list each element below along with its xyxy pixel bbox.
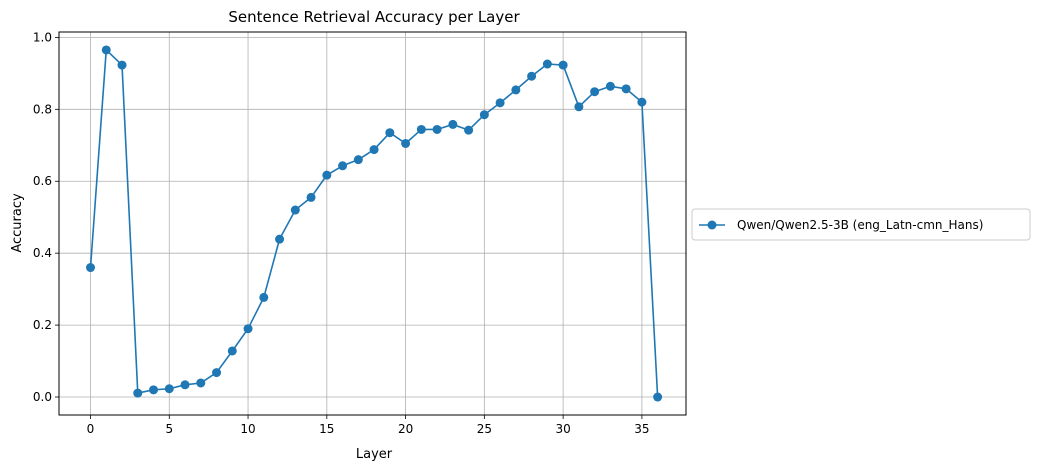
y-tick-label: 0.6 bbox=[33, 174, 52, 188]
data-point bbox=[322, 170, 332, 180]
data-point bbox=[653, 392, 663, 402]
data-point bbox=[558, 60, 568, 70]
legend-label: Qwen/Qwen2.5-3B (eng_Latn-cmn_Hans) bbox=[737, 218, 983, 232]
series-layer bbox=[86, 45, 663, 402]
data-point bbox=[133, 388, 143, 398]
x-tick-label: 15 bbox=[319, 422, 334, 436]
y-tick-label: 1.0 bbox=[33, 30, 52, 44]
data-point bbox=[511, 85, 521, 95]
data-point bbox=[164, 384, 174, 394]
data-point bbox=[243, 324, 253, 334]
y-tick-label: 0.2 bbox=[33, 318, 52, 332]
data-point bbox=[353, 155, 363, 165]
y-axis-ticks: 0.0 0.2 0.4 0.6 0.8 1.0 bbox=[33, 30, 59, 404]
data-point bbox=[479, 110, 489, 120]
x-tick-label: 35 bbox=[634, 422, 649, 436]
y-axis-label: Accuracy bbox=[10, 193, 25, 253]
data-point bbox=[196, 378, 206, 388]
data-point bbox=[212, 368, 222, 378]
data-point bbox=[101, 45, 111, 55]
x-axis-label: Layer bbox=[356, 447, 393, 462]
data-point bbox=[527, 71, 537, 81]
data-point bbox=[86, 263, 96, 273]
plot-frame bbox=[58, 31, 687, 416]
data-point bbox=[385, 128, 395, 138]
x-tick-label: 25 bbox=[477, 422, 492, 436]
x-tick-label: 5 bbox=[165, 422, 173, 436]
data-point bbox=[180, 380, 190, 390]
data-point bbox=[401, 138, 411, 148]
y-tick-label: 0.8 bbox=[33, 102, 52, 116]
data-point bbox=[149, 385, 159, 395]
data-point bbox=[495, 98, 505, 108]
chart-title: Sentence Retrieval Accuracy per Layer bbox=[228, 8, 520, 26]
legend-marker-swatch bbox=[707, 220, 717, 230]
data-point bbox=[338, 161, 348, 171]
data-point bbox=[275, 234, 285, 244]
data-point bbox=[637, 97, 647, 107]
data-point bbox=[621, 84, 631, 94]
y-tick-label: 0.4 bbox=[33, 246, 52, 260]
legend: Qwen/Qwen2.5-3B (eng_Latn-cmn_Hans) bbox=[691, 208, 1031, 241]
data-point bbox=[464, 125, 474, 135]
x-tick-label: 20 bbox=[398, 422, 413, 436]
data-point bbox=[432, 124, 442, 134]
x-tick-label: 10 bbox=[240, 422, 255, 436]
data-point bbox=[542, 59, 552, 69]
data-point bbox=[227, 346, 237, 356]
x-tick-label: 30 bbox=[555, 422, 570, 436]
data-point bbox=[605, 81, 615, 91]
data-point bbox=[590, 87, 600, 97]
data-point bbox=[290, 205, 300, 215]
data-point bbox=[369, 145, 379, 155]
series-line bbox=[89, 49, 659, 398]
data-point bbox=[574, 102, 584, 112]
data-point bbox=[448, 119, 458, 129]
data-point bbox=[259, 292, 269, 302]
x-axis-ticks: 0 5 10 15 20 25 30 35 bbox=[87, 415, 650, 436]
data-point bbox=[306, 192, 316, 202]
y-tick-label: 0.0 bbox=[33, 390, 52, 404]
data-point bbox=[117, 60, 127, 70]
data-point bbox=[416, 124, 426, 134]
x-tick-label: 0 bbox=[87, 422, 95, 436]
legend-box bbox=[691, 208, 1031, 241]
